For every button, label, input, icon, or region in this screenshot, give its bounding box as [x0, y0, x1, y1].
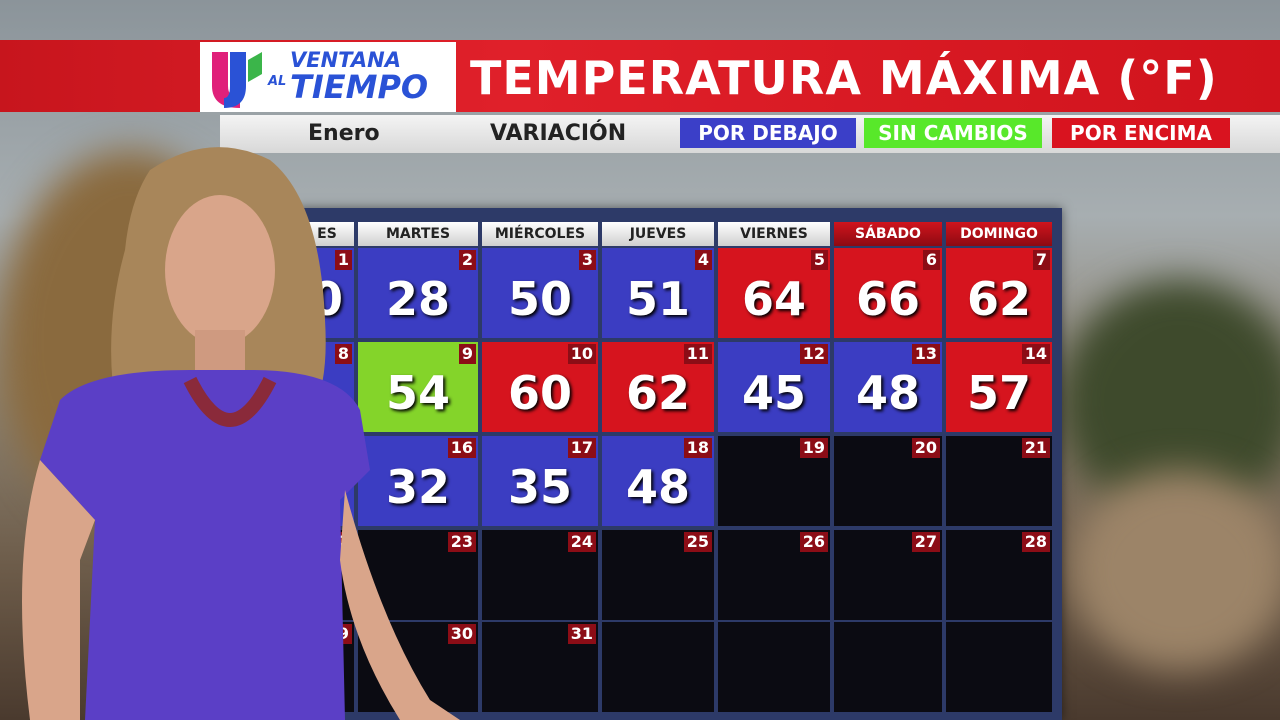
temperature: 57: [966, 366, 1031, 420]
day-number: 27: [911, 532, 940, 552]
temperature: 28: [385, 272, 450, 326]
month: Enero: [308, 121, 380, 146]
temperature: 64: [741, 272, 806, 326]
day-cell: 4 51: [602, 248, 714, 338]
logo: VENTANA AL TIEMPO: [200, 42, 456, 112]
temperature: 62: [966, 272, 1031, 326]
temperature: 45: [741, 366, 806, 420]
day-header: MARTES: [358, 222, 478, 246]
calendar: ES MARTES MIÉRCOLES JUEVES VIERNES SÁBADO DOMI…: [296, 208, 1062, 720]
temperature: 32: [385, 460, 450, 514]
temperature: 48: [855, 366, 920, 420]
day-cell: 28: [946, 530, 1052, 620]
background: [1070, 470, 1280, 670]
variation-label: VARIACIÓN: [490, 121, 627, 146]
temperature: 66: [855, 272, 920, 326]
day-cell: [834, 622, 942, 712]
day-number: 25: [683, 532, 712, 552]
day-cell: 25: [602, 530, 714, 620]
day-number: 13: [911, 344, 940, 364]
day-cell: [946, 622, 1052, 712]
title: TEMPERATURA MÁXIMA (°F): [470, 51, 1218, 105]
logo-text: AL: [268, 74, 287, 89]
legend-item: POR DEBAJO: [680, 118, 856, 148]
presenter: [22, 147, 460, 720]
day-number: 1: [334, 250, 352, 270]
day-number: 20: [911, 438, 940, 458]
day-number: 12: [799, 344, 828, 364]
day-cell: 10 60: [482, 342, 598, 432]
day-cell: [718, 622, 830, 712]
day-cell: 20: [834, 436, 942, 526]
day-cell: 11 62: [602, 342, 714, 432]
temperature: 54: [385, 366, 450, 420]
day-cell: 26: [718, 530, 830, 620]
logo-text: TIEMPO: [290, 68, 429, 106]
day-number: 19: [799, 438, 828, 458]
day-number: 21: [1021, 438, 1050, 458]
day-number: 8: [334, 344, 352, 364]
day-cell: 12 45: [718, 342, 830, 432]
day-number: 28: [1021, 532, 1050, 552]
day-number: 14: [1021, 344, 1050, 364]
day-header: DOMINGO: [946, 222, 1052, 246]
day-cell: 14 57: [946, 342, 1052, 432]
day-cell: 17 35: [482, 436, 598, 526]
day-number: 17: [567, 438, 596, 458]
day-header: JUEVES: [602, 222, 714, 246]
temperature: 62: [625, 366, 690, 420]
day-number: 18: [683, 438, 712, 458]
day-cell: 19: [718, 436, 830, 526]
day-cell: 7 62: [946, 248, 1052, 338]
legend-item: POR ENCIMA: [1052, 118, 1230, 148]
day-cell: 18 48: [602, 436, 714, 526]
day-number: 10: [567, 344, 596, 364]
day-cell: 5 64: [718, 248, 830, 338]
temperature: 50: [507, 272, 572, 326]
temperature: 51: [625, 272, 690, 326]
legend-item: SIN CAMBIOS: [864, 118, 1042, 148]
day-cell: 9 54: [358, 342, 478, 432]
day-number: 5: [810, 250, 828, 270]
day-cell: 13 48: [834, 342, 942, 432]
day-cell: 21: [946, 436, 1052, 526]
day-number: 23: [447, 532, 476, 552]
day-cell: 16 32: [358, 436, 478, 526]
day-cell: 2 28: [358, 248, 478, 338]
temperature: 35: [507, 460, 572, 514]
temperature: 60: [507, 366, 572, 420]
day-cell: 3 50: [482, 248, 598, 338]
day-number: 16: [447, 438, 476, 458]
day-number: 11: [683, 344, 712, 364]
day-cell: 24: [482, 530, 598, 620]
logo-text: VENTANA: [290, 48, 401, 72]
day-number: 30: [447, 624, 476, 644]
day-number: 7: [1032, 250, 1050, 270]
day-header: SÁBADO: [834, 222, 942, 246]
day-number: 31: [567, 624, 596, 644]
temperature: 48: [625, 460, 690, 514]
day-cell: 31: [482, 622, 598, 712]
day-number: 3: [578, 250, 596, 270]
day-cell: 6 66: [834, 248, 942, 338]
day-number: 6: [922, 250, 940, 270]
day-number: 4: [694, 250, 712, 270]
day-cell: 27: [834, 530, 942, 620]
day-number: 24: [567, 532, 596, 552]
day-number: 9: [458, 344, 476, 364]
day-number: 2: [458, 250, 476, 270]
day-cell: [602, 622, 714, 712]
logo-mark: [212, 52, 262, 108]
day-header: MIÉRCOLES: [482, 222, 598, 246]
day-number: 26: [799, 532, 828, 552]
day-header: VIERNES: [718, 222, 830, 246]
